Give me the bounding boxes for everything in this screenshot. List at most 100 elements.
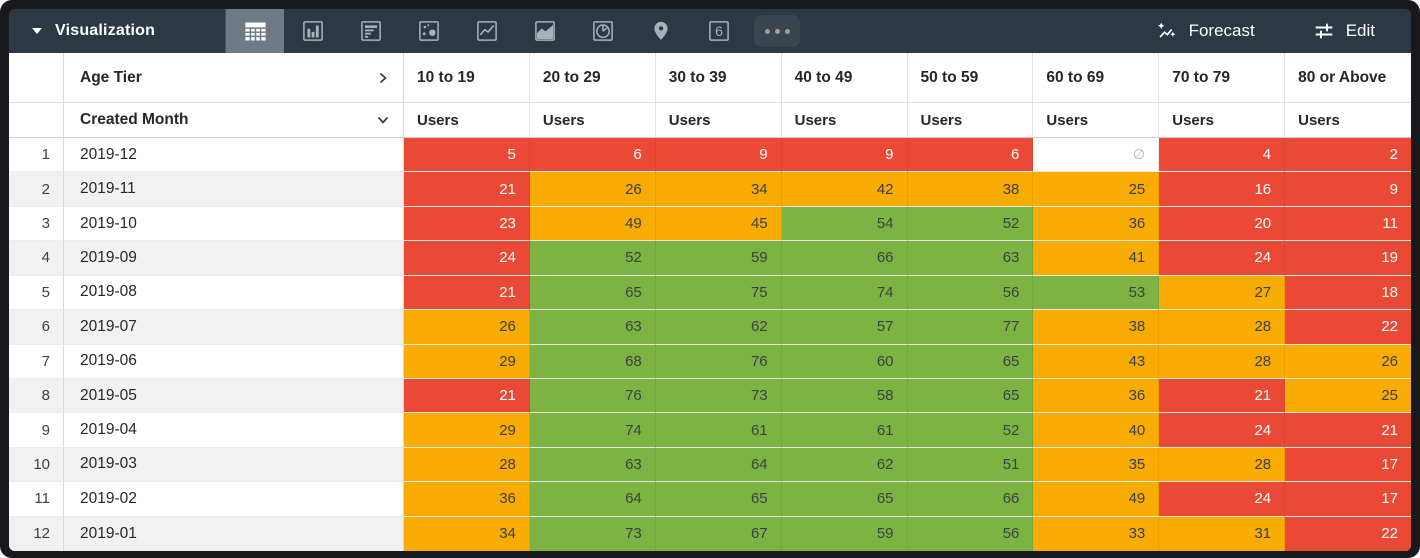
heatmap-value-cell[interactable]: 56 (907, 516, 1034, 551)
heatmap-value-cell[interactable]: 26 (529, 172, 656, 207)
heatmap-value-cell[interactable]: 9 (1285, 172, 1411, 207)
heatmap-value-cell[interactable]: 40 (1033, 413, 1160, 448)
viz-type-bar-chart-button[interactable] (342, 9, 400, 53)
measure-column-header[interactable]: Users (404, 103, 530, 138)
heatmap-value-cell[interactable]: 74 (781, 275, 908, 311)
measure-column-header[interactable]: Users (1285, 103, 1411, 138)
heatmap-value-cell[interactable]: 65 (907, 344, 1034, 379)
heatmap-value-cell[interactable]: 23 (404, 206, 530, 242)
heatmap-value-cell[interactable]: 36 (1033, 378, 1160, 414)
heatmap-value-cell[interactable]: 54 (781, 206, 908, 242)
heatmap-value-cell[interactable]: 17 (1285, 482, 1411, 517)
row-month-cell[interactable]: 2019-02 (64, 482, 404, 517)
heatmap-value-cell[interactable]: 66 (781, 241, 908, 276)
heatmap-value-cell[interactable]: 59 (655, 241, 782, 276)
viz-type-map-button[interactable] (632, 9, 690, 53)
heatmap-value-cell[interactable]: 60 (781, 344, 908, 379)
heatmap-value-cell[interactable]: 76 (655, 344, 782, 379)
heatmap-value-cell[interactable]: 4 (1159, 138, 1286, 173)
heatmap-value-cell[interactable]: 36 (404, 482, 530, 517)
row-month-cell[interactable]: 2019-01 (64, 516, 404, 551)
viz-type-column-chart-button[interactable] (284, 9, 342, 53)
heatmap-value-cell[interactable]: 66 (907, 482, 1034, 517)
row-month-cell[interactable]: 2019-03 (64, 447, 404, 483)
row-month-cell[interactable]: 2019-07 (64, 310, 404, 345)
measure-column-header[interactable]: Users (907, 103, 1034, 138)
heatmap-value-cell[interactable]: 24 (404, 241, 530, 276)
row-month-cell[interactable]: 2019-04 (64, 413, 404, 448)
heatmap-value-cell[interactable]: 34 (655, 172, 782, 207)
heatmap-value-cell[interactable]: 21 (404, 275, 530, 311)
heatmap-value-cell[interactable]: 22 (1285, 310, 1411, 345)
heatmap-value-cell[interactable]: 35 (1033, 447, 1160, 483)
heatmap-value-cell[interactable]: 62 (655, 310, 782, 345)
heatmap-value-cell[interactable]: 18 (1285, 275, 1411, 311)
pivot-column-header[interactable]: 20 to 29 (529, 53, 656, 103)
heatmap-value-cell[interactable]: 52 (907, 206, 1034, 242)
heatmap-value-cell[interactable]: 19 (1285, 241, 1411, 276)
heatmap-value-cell[interactable]: 22 (1285, 516, 1411, 551)
heatmap-value-cell[interactable]: 43 (1033, 344, 1160, 379)
pivot-column-header[interactable]: 70 to 79 (1159, 53, 1286, 103)
heatmap-value-cell[interactable]: 21 (404, 378, 530, 414)
heatmap-value-cell[interactable]: 9 (655, 138, 782, 173)
heatmap-value-cell[interactable]: 16 (1159, 172, 1286, 207)
heatmap-value-cell[interactable]: 64 (529, 482, 656, 517)
heatmap-value-cell[interactable]: 9 (781, 138, 908, 173)
viz-type-area-chart-button[interactable] (516, 9, 574, 53)
viz-type-more-button[interactable] (748, 9, 806, 53)
row-month-cell[interactable]: 2019-05 (64, 378, 404, 414)
heatmap-value-cell[interactable]: 36 (1033, 206, 1160, 242)
heatmap-value-cell[interactable]: 62 (781, 447, 908, 483)
measure-column-header[interactable]: Users (1033, 103, 1160, 138)
heatmap-value-cell[interactable]: 29 (404, 344, 530, 379)
heatmap-value-cell[interactable]: 28 (1159, 447, 1286, 483)
heatmap-value-cell[interactable]: 63 (529, 310, 656, 345)
heatmap-value-cell[interactable]: 67 (655, 516, 782, 551)
heatmap-value-cell[interactable]: 45 (655, 206, 782, 242)
row-month-cell[interactable]: 2019-12 (64, 138, 404, 173)
heatmap-value-cell[interactable]: 5 (404, 138, 530, 173)
heatmap-value-cell[interactable]: 20 (1159, 206, 1286, 242)
heatmap-value-cell[interactable]: 38 (1033, 310, 1160, 345)
pivot-column-header[interactable]: 40 to 49 (781, 53, 908, 103)
row-month-cell[interactable]: 2019-10 (64, 206, 404, 242)
row-field-header[interactable]: Created Month (64, 103, 404, 138)
heatmap-value-cell[interactable]: 26 (1285, 344, 1411, 379)
heatmap-value-cell[interactable]: 33 (1033, 516, 1160, 551)
pivot-column-header[interactable]: 80 or Above (1285, 53, 1411, 103)
measure-column-header[interactable]: Users (1159, 103, 1286, 138)
heatmap-value-cell[interactable]: 65 (781, 482, 908, 517)
heatmap-value-cell[interactable]: 56 (907, 275, 1034, 311)
heatmap-value-cell[interactable]: 59 (781, 516, 908, 551)
heatmap-value-cell[interactable]: 6 (907, 138, 1034, 173)
heatmap-value-cell[interactable]: 61 (655, 413, 782, 448)
heatmap-value-cell[interactable]: 42 (781, 172, 908, 207)
row-month-cell[interactable]: 2019-06 (64, 344, 404, 379)
heatmap-value-cell[interactable]: 65 (655, 482, 782, 517)
viz-type-pie-chart-button[interactable] (574, 9, 632, 53)
heatmap-value-cell[interactable]: 34 (404, 516, 530, 551)
heatmap-value-cell[interactable]: 64 (655, 447, 782, 483)
heatmap-value-cell[interactable]: 21 (404, 172, 530, 207)
heatmap-value-cell[interactable]: 38 (907, 172, 1034, 207)
heatmap-value-cell[interactable]: ∅ (1033, 138, 1160, 173)
edit-button[interactable]: Edit (1313, 20, 1375, 42)
heatmap-value-cell[interactable]: 25 (1285, 378, 1411, 414)
heatmap-value-cell[interactable]: 51 (907, 447, 1034, 483)
heatmap-value-cell[interactable]: 6 (529, 138, 656, 173)
pivot-column-header[interactable]: 10 to 19 (404, 53, 530, 103)
viz-type-line-chart-button[interactable] (458, 9, 516, 53)
viz-type-single-value-button[interactable]: 6 (690, 9, 748, 53)
heatmap-value-cell[interactable]: 65 (907, 378, 1034, 414)
pivot-column-header[interactable]: 30 to 39 (655, 53, 782, 103)
heatmap-value-cell[interactable]: 63 (529, 447, 656, 483)
heatmap-value-cell[interactable]: 24 (1159, 241, 1286, 276)
heatmap-value-cell[interactable]: 53 (1033, 275, 1160, 311)
heatmap-value-cell[interactable]: 28 (1159, 310, 1286, 345)
heatmap-value-cell[interactable]: 61 (781, 413, 908, 448)
heatmap-value-cell[interactable]: 52 (907, 413, 1034, 448)
visualization-collapse-toggle[interactable]: Visualization (9, 9, 226, 53)
heatmap-value-cell[interactable]: 76 (529, 378, 656, 414)
heatmap-value-cell[interactable]: 21 (1159, 378, 1286, 414)
